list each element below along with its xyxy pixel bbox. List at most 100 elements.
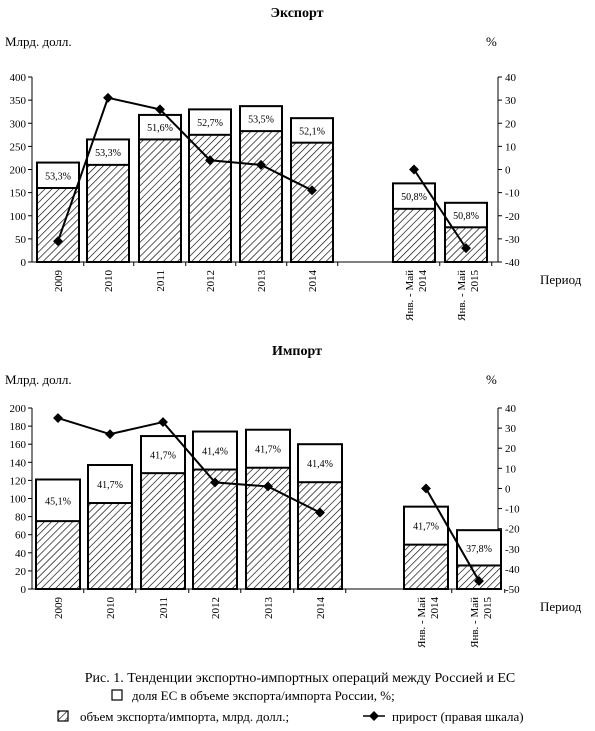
left-tick-label: 40 [15,548,27,560]
eu-share-bar [239,130,283,263]
eu-share-bar [188,133,232,263]
share-data-label: 53,3% [45,171,71,182]
eu-share-bar [297,481,343,590]
left-tick-label: 140 [10,457,27,469]
legend-share-label: доля ЕС в объеме экспорта/импорта России… [132,688,395,703]
share-data-label: 41,4% [202,447,228,458]
legend-growth-label: прирост (правая шкала) [392,709,524,724]
category-label-line: Янв. - Май [469,597,481,648]
share-data-label: 52,7% [197,118,223,129]
right-tick-label: -50 [505,584,520,596]
share-data-label: 52,1% [299,126,325,137]
right-tick-label: -20 [505,524,520,536]
right-tick-label: 20 [505,443,517,455]
growth-point [103,92,113,103]
growth-point [210,477,220,488]
category-label: 2013 [263,597,275,620]
eu-share-bar [140,472,186,590]
category-label: 2011 [158,597,170,619]
growth-point [409,164,419,175]
category-label: Янв. - Май2014 [404,270,429,321]
eu-share-bar [290,141,334,263]
category-label-line: Янв. - Май [416,597,428,648]
share-data-label: 41,4% [307,459,333,470]
left-tick-label: 160 [10,439,27,451]
right-tick-label: -40 [505,564,520,576]
right-tick-label: 10 [505,141,517,153]
category-label: 2012 [210,597,222,619]
eu-share-bar [392,207,436,263]
category-label: 2009 [53,597,65,620]
legend-volume-label: объем экспорта/импорта, млрд. долл.; [80,709,289,724]
right-tick-label: 10 [505,463,517,475]
left-tick-label: 350 [10,95,27,107]
x-axis-label: Период [540,599,582,614]
growth-line-jan-may [425,487,480,582]
share-data-label: 45,1% [45,496,71,507]
growth-point [158,417,168,428]
left-tick-label: 80 [15,512,27,524]
share-data-label: 50,8% [401,192,427,203]
eu-share-bar [138,138,182,263]
category-label-line: Янв. - Май [456,270,468,321]
growth-point [53,236,63,247]
right-tick-label: 0 [505,483,511,495]
x-axis-label: Период [540,272,582,287]
growth-point [105,429,115,440]
left-tick-label: 250 [10,141,27,153]
eu-share-bar [86,163,130,263]
left-tick-label: 60 [15,530,27,542]
share-data-label: 50,8% [453,211,479,222]
right-tick-label: 0 [505,165,511,177]
right-tick-label: -30 [505,544,520,556]
left-tick-label: 120 [10,475,27,487]
eu-share-bar [192,468,238,591]
share-data-label: 41,7% [97,480,123,491]
share-data-label: 53,3% [95,148,121,159]
category-label: 2010 [105,597,117,620]
chart-title: Импорт [272,344,322,359]
category-label: Янв. - Май2014 [416,597,441,648]
category-label: 2010 [103,270,115,293]
share-data-label: 37,8% [466,544,492,555]
right-tick-label: 30 [505,95,517,107]
right-tick-label: -20 [505,211,520,223]
chart-title: Экспорт [271,6,324,21]
right-tick-label: 40 [505,403,517,415]
growth-line-annual [57,417,321,514]
growth-point [307,185,317,196]
left-tick-label: 300 [10,118,27,130]
right-tick-label: 20 [505,118,517,130]
left-tick-label: 200 [10,165,27,177]
right-tick-label: -30 [505,234,520,246]
growth-line-jan-may [413,168,467,249]
left-tick-label: 0 [21,584,27,596]
category-label-line: 2015 [482,597,494,620]
category-label: 2014 [315,597,327,620]
eu-share-bar [403,543,449,591]
right-tick-label: -40 [505,257,520,269]
growth-point [421,483,431,494]
left-tick-label: 400 [10,72,27,84]
left-axis-label: Млрд. долл. [5,34,72,49]
legend: Рис. 1. Тенденции экспортно-импортных оп… [57,671,524,724]
legend-growth-marker [369,711,379,721]
eu-share-bar [35,520,81,590]
left-tick-label: 20 [15,566,27,578]
left-tick-label: 100 [10,494,27,506]
left-tick-label: 180 [10,421,27,433]
right-tick-label: 40 [505,72,517,84]
left-tick-label: 200 [10,403,27,415]
category-label: 2009 [53,270,65,293]
legend-share-swatch [111,689,123,701]
growth-point [205,155,215,166]
growth-point [474,576,484,586]
category-label: Янв. - Май2015 [469,597,494,648]
legend-volume-swatch [57,710,69,722]
category-label: 2013 [256,270,268,293]
share-data-label: 41,7% [255,445,281,456]
share-data-label: 53,5% [248,115,274,126]
growth-point [461,243,471,254]
